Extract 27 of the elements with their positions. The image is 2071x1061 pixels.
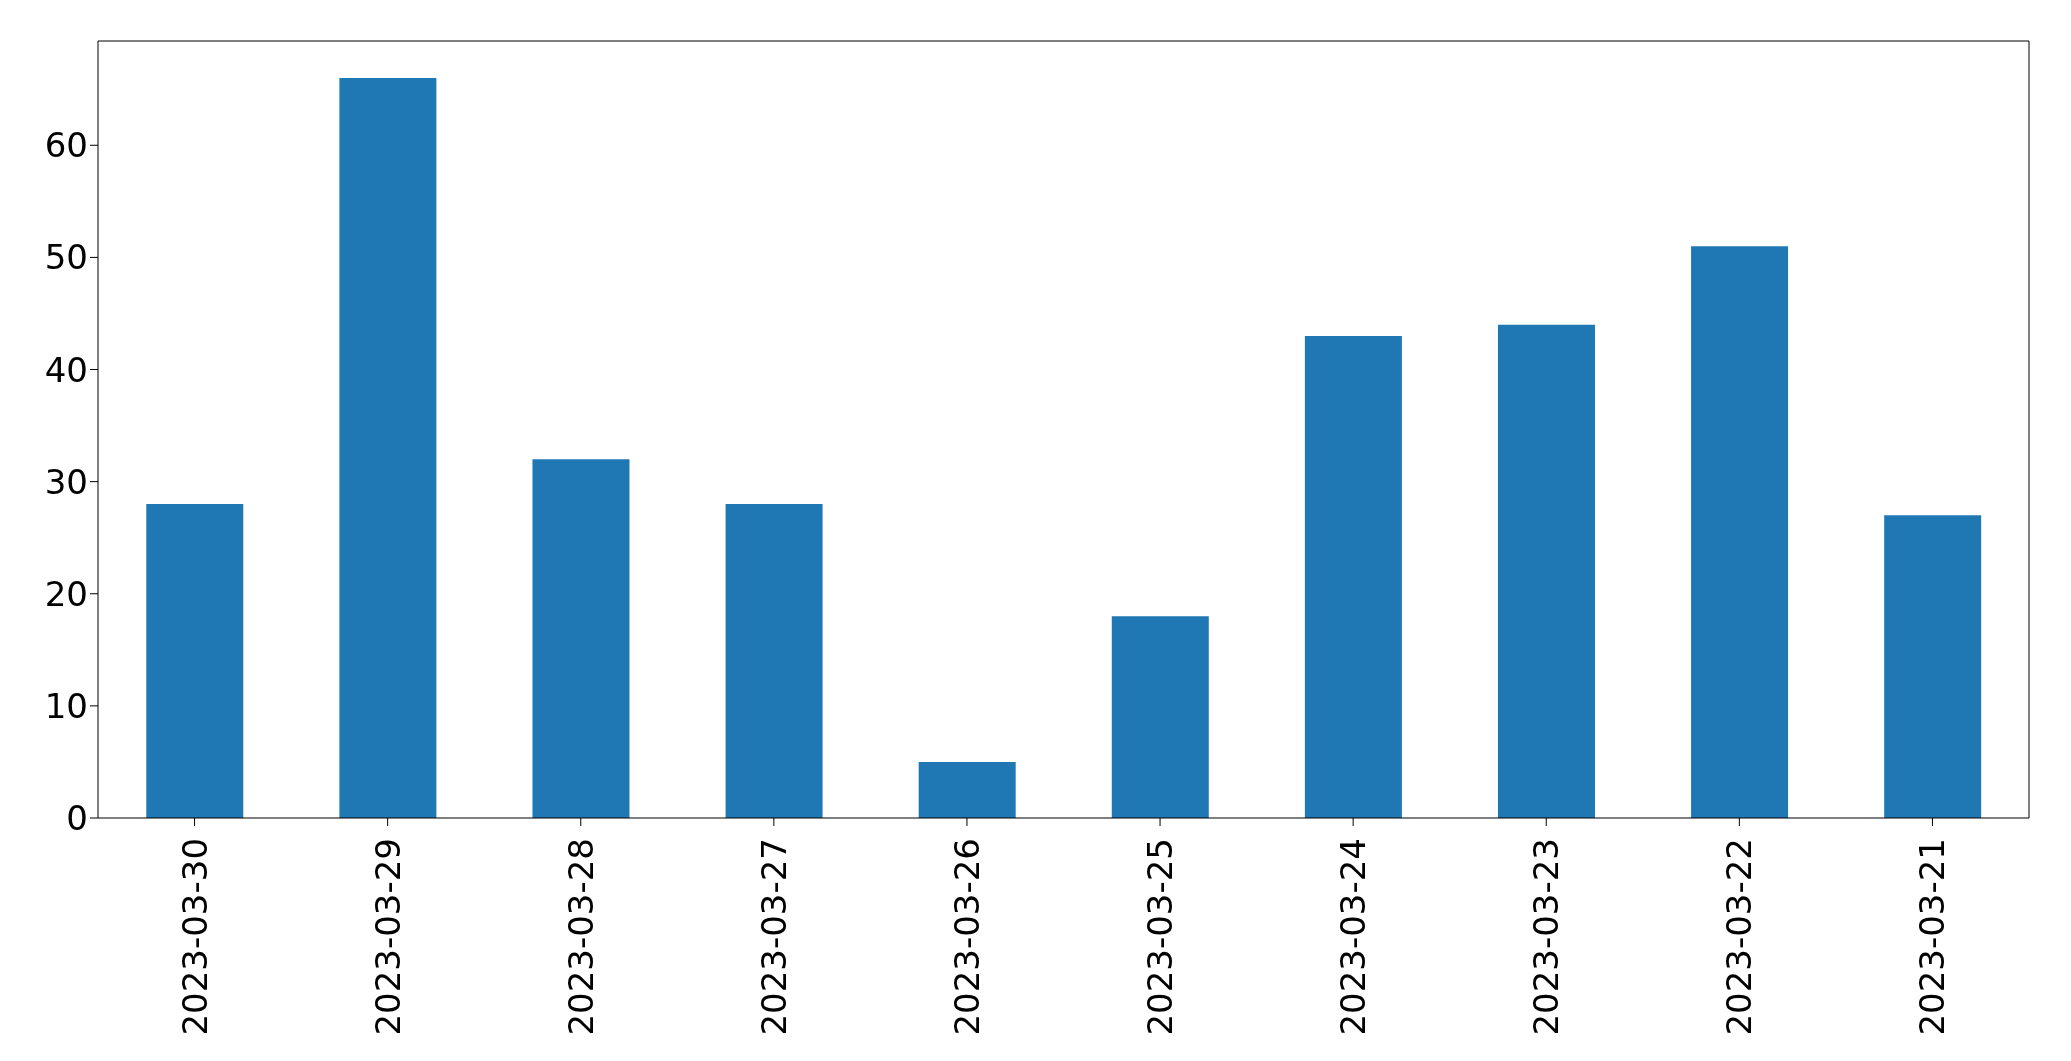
bar bbox=[339, 78, 437, 818]
bar bbox=[918, 761, 1016, 818]
x-tick-label: 2023-03-30 bbox=[174, 838, 215, 1036]
x-tick-label: 2023-03-23 bbox=[1526, 838, 1567, 1036]
x-tick-label: 2023-03-28 bbox=[560, 838, 601, 1036]
bar bbox=[1304, 335, 1402, 818]
bar bbox=[1111, 616, 1209, 818]
bar bbox=[146, 504, 244, 818]
bar bbox=[532, 459, 630, 818]
bar bbox=[1497, 324, 1595, 818]
y-tick-label: 10 bbox=[44, 685, 88, 726]
y-tick-label: 30 bbox=[44, 461, 88, 502]
y-tick-label: 50 bbox=[44, 237, 88, 278]
y-tick-label: 0 bbox=[66, 798, 88, 839]
y-tick-label: 60 bbox=[44, 125, 88, 166]
x-tick-label: 2023-03-25 bbox=[1140, 838, 1181, 1036]
x-tick-label: 2023-03-29 bbox=[367, 838, 408, 1036]
y-tick-label: 20 bbox=[44, 573, 88, 614]
y-tick-label: 40 bbox=[44, 349, 88, 390]
x-tick-label: 2023-03-27 bbox=[753, 838, 794, 1036]
bar bbox=[725, 504, 823, 818]
x-tick-label: 2023-03-22 bbox=[1719, 838, 1760, 1036]
x-tick-label: 2023-03-21 bbox=[1912, 838, 1953, 1036]
x-tick-label: 2023-03-26 bbox=[946, 838, 987, 1036]
x-tick-label: 2023-03-24 bbox=[1333, 838, 1374, 1036]
bar bbox=[1691, 246, 1789, 818]
bar bbox=[1884, 515, 1982, 818]
